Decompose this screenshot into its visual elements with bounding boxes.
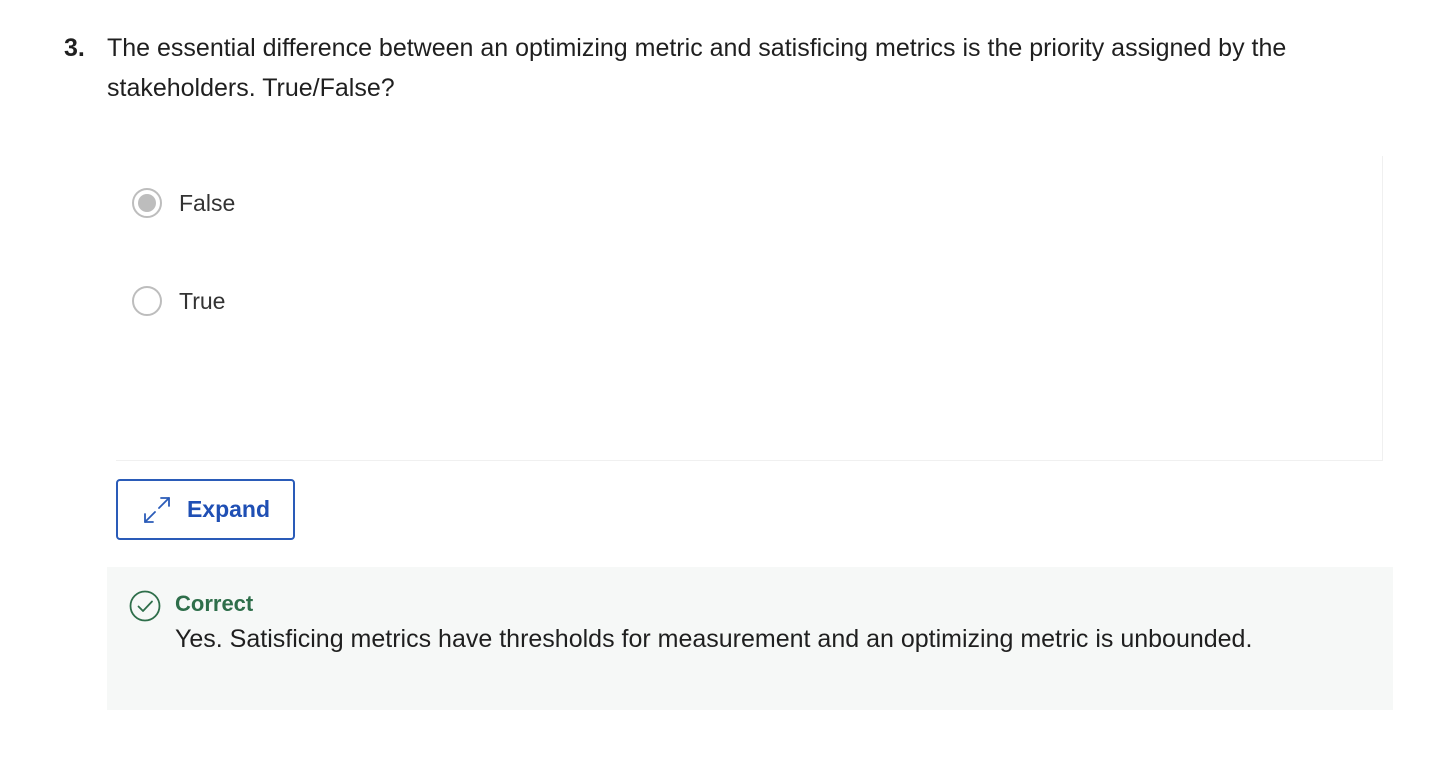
question: 3. The essential difference between an o… <box>64 28 1384 108</box>
feedback-status: Correct <box>175 591 254 616</box>
question-text: The essential difference between an opti… <box>107 34 1287 102</box>
option-label: True <box>179 287 226 314</box>
radio-unselected-icon[interactable] <box>132 286 162 316</box>
option-label: False <box>179 189 236 216</box>
expand-button[interactable]: Expand <box>116 479 295 540</box>
option-true[interactable]: True <box>132 286 225 316</box>
radio-selected-icon[interactable] <box>132 188 162 218</box>
expand-arrows-icon <box>144 496 170 523</box>
question-number: 3. <box>64 34 85 62</box>
options-panel: False True <box>116 156 1383 461</box>
feedback-message: Yes. Satisficing metrics have thresholds… <box>175 625 1253 653</box>
feedback-panel: Correct Yes. Satisficing metrics have th… <box>107 567 1393 710</box>
expand-label: Expand <box>186 496 271 522</box>
check-circle-icon <box>129 590 161 622</box>
option-false[interactable]: False <box>132 188 235 218</box>
